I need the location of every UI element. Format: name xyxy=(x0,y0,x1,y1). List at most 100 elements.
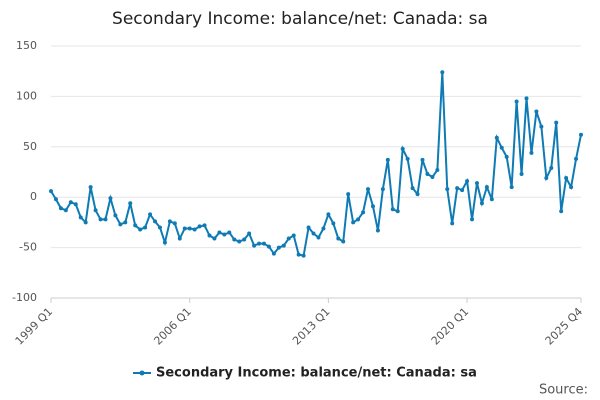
point xyxy=(167,219,172,224)
point xyxy=(157,225,162,230)
point xyxy=(415,192,420,197)
point xyxy=(311,231,316,236)
point xyxy=(177,236,182,241)
point xyxy=(385,157,390,162)
point xyxy=(98,217,103,222)
point xyxy=(232,237,237,242)
y-tick-label: 150 xyxy=(16,39,37,52)
point xyxy=(108,196,113,201)
point xyxy=(435,167,440,172)
point xyxy=(356,217,361,222)
point xyxy=(336,236,341,241)
point xyxy=(375,228,380,233)
x-tick-label: 2020 Q1 xyxy=(429,305,472,348)
point xyxy=(445,187,450,192)
y-tick-label: -50 xyxy=(19,241,37,254)
y-tick-label: -100 xyxy=(12,291,37,304)
point xyxy=(88,185,93,190)
point xyxy=(162,240,167,245)
point xyxy=(489,197,494,202)
point xyxy=(499,145,504,150)
y-tick-label: 0 xyxy=(30,190,37,203)
point xyxy=(49,189,53,194)
point xyxy=(202,223,207,228)
point xyxy=(574,156,579,161)
point xyxy=(465,179,470,184)
point xyxy=(172,221,177,226)
series-line xyxy=(50,72,582,257)
point xyxy=(326,212,331,217)
point xyxy=(425,172,430,177)
point xyxy=(470,217,475,222)
point xyxy=(133,223,138,228)
x-tick-label: 2025 Q4 xyxy=(543,305,586,348)
point xyxy=(544,176,549,181)
point xyxy=(539,124,544,129)
y-tick-label: 100 xyxy=(16,89,37,102)
point xyxy=(390,207,395,212)
point xyxy=(227,230,232,235)
point xyxy=(341,239,346,244)
point xyxy=(252,243,257,248)
point xyxy=(405,156,410,161)
point xyxy=(192,227,197,232)
point xyxy=(410,186,415,191)
source: Source: xyxy=(539,383,588,398)
legend-label: Secondary Income: balance/net: Canada: s… xyxy=(156,366,477,381)
point xyxy=(217,230,222,235)
point xyxy=(549,165,554,170)
point xyxy=(153,219,158,224)
point xyxy=(123,220,128,225)
point xyxy=(534,109,539,114)
point xyxy=(261,241,266,246)
point xyxy=(430,175,435,180)
point xyxy=(281,243,286,248)
point xyxy=(450,221,455,226)
point xyxy=(291,233,296,238)
point xyxy=(93,208,98,213)
point xyxy=(187,226,192,231)
point xyxy=(370,204,375,209)
point xyxy=(296,252,301,257)
point xyxy=(148,212,153,217)
point xyxy=(484,185,489,190)
point xyxy=(380,187,385,192)
point xyxy=(351,220,356,225)
point xyxy=(579,132,583,137)
y-tick-label: 50 xyxy=(23,140,37,153)
point xyxy=(395,209,400,214)
point xyxy=(479,201,484,206)
point xyxy=(420,157,425,162)
point xyxy=(103,217,108,222)
point xyxy=(276,245,281,250)
point xyxy=(559,209,564,214)
point xyxy=(569,185,574,190)
x-tick-label: 1999 Q1 xyxy=(13,305,56,348)
point xyxy=(68,200,73,205)
point xyxy=(242,237,247,242)
point xyxy=(504,154,509,159)
point xyxy=(316,235,321,240)
point xyxy=(460,188,465,193)
point xyxy=(529,150,534,155)
point xyxy=(346,192,351,197)
point xyxy=(138,227,143,232)
point xyxy=(474,181,479,186)
legend-marker xyxy=(139,370,145,376)
x-tick-label: 2006 Q1 xyxy=(151,305,194,348)
point xyxy=(509,185,514,190)
point xyxy=(182,226,187,231)
point xyxy=(271,251,276,256)
point xyxy=(78,215,83,220)
chart-title: Secondary Income: balance/net: Canada: s… xyxy=(112,9,488,29)
point xyxy=(63,208,68,213)
point xyxy=(306,225,311,230)
point xyxy=(197,224,202,229)
point xyxy=(83,220,88,225)
point xyxy=(400,146,405,151)
point xyxy=(73,202,78,207)
point xyxy=(212,236,217,241)
point xyxy=(247,231,252,236)
point xyxy=(143,225,148,230)
